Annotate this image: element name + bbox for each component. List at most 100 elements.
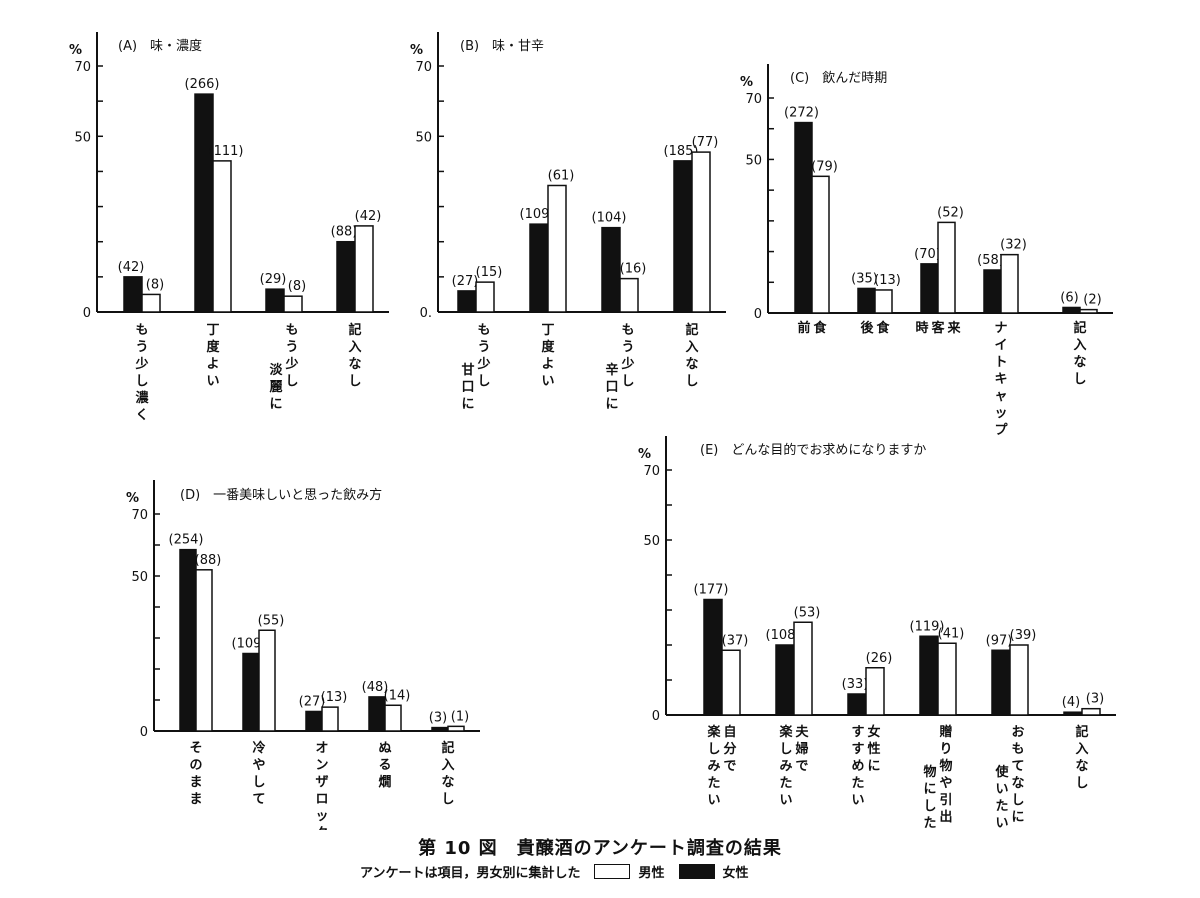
bar-count-label: (88) — [195, 553, 222, 568]
bar-count-label: (3) — [1086, 692, 1104, 707]
bar-count-label: (14) — [384, 688, 411, 703]
bar-female — [123, 276, 143, 313]
bar-male — [1081, 707, 1101, 716]
bar-male — [874, 289, 893, 314]
bar-male — [937, 221, 956, 314]
chart-title: (E) どんな目的でお求めになりますか — [700, 442, 926, 458]
bar-count-label: (55) — [258, 613, 285, 628]
category-label: 記入なし — [1073, 320, 1086, 387]
category-label: 自分で — [723, 724, 736, 774]
bar-female — [1063, 711, 1083, 716]
bar-female — [673, 160, 693, 313]
y-tick-label: 50 — [131, 570, 148, 585]
category-label: 甘口に — [461, 362, 474, 412]
bar-male — [1079, 308, 1098, 314]
bar-count-label: (8) — [146, 277, 164, 292]
bar-female — [265, 288, 285, 313]
bar-count-label: (61) — [548, 168, 575, 183]
bar-female — [431, 726, 449, 732]
y-unit-label: % — [410, 43, 423, 58]
bar-count-label: (70) — [914, 247, 941, 262]
bar-count-label: (13) — [321, 690, 348, 705]
legend-label-female: 女性 — [722, 866, 749, 881]
legend-item-male: 男性 — [594, 862, 665, 881]
bar-female — [457, 290, 477, 313]
bar-female — [920, 263, 939, 314]
bar-count-label: (13) — [874, 273, 901, 288]
bar-female — [857, 287, 876, 314]
figure-note: アンケートは項目，男女別に集計した — [360, 866, 581, 881]
y-tick-label: 70 — [643, 464, 660, 479]
bar-female — [983, 269, 1002, 314]
category-label: 夫婦で — [794, 724, 809, 774]
category-label: 記入なし — [441, 740, 454, 807]
chart-title: (A) 味・濃度 — [118, 38, 202, 54]
bar-count-label: (16) — [620, 262, 647, 277]
bar-count-label: (37) — [722, 633, 749, 648]
y-tick-label: 50 — [74, 130, 91, 145]
bar-count-label: (108) — [766, 628, 801, 643]
bar-female — [305, 710, 323, 732]
bar-male — [691, 151, 711, 313]
category-label: もう少し — [476, 323, 490, 389]
y-tick-label: 70 — [131, 508, 148, 523]
bar-count-label: (41) — [938, 626, 965, 641]
y-tick-label: 0 — [140, 725, 148, 740]
category-label: 後 — [860, 320, 874, 336]
category-label: 食 — [876, 320, 890, 336]
bar-count-label: (104) — [592, 211, 627, 226]
category-label: おもてなしに — [1011, 725, 1024, 825]
bar-male — [354, 225, 374, 313]
bar-count-label: (58) — [977, 253, 1004, 268]
category-label: 記入なし — [1075, 724, 1088, 791]
bar-count-label: (254) — [169, 533, 204, 548]
y-unit-label: % — [740, 75, 753, 90]
category-label: 食 — [813, 320, 827, 336]
bar-count-label: (52) — [937, 205, 964, 220]
bar-female — [775, 644, 795, 716]
bar-count-label: (42) — [355, 209, 382, 224]
legend-swatch-female — [678, 864, 715, 879]
bar-female — [529, 223, 549, 313]
chart-title: (C) 飲んだ時期 — [790, 70, 887, 86]
bar-female — [179, 548, 197, 732]
bar-count-label: (3) — [429, 711, 447, 726]
bar-count-label: (32) — [1000, 238, 1027, 253]
y-tick-label: 0 — [754, 307, 762, 322]
category-label: 辛口に — [605, 362, 618, 412]
bar-male — [619, 277, 639, 313]
bar-count-label: (2) — [1083, 293, 1101, 308]
category-label: 楽しみたい — [706, 724, 721, 808]
bar-male — [793, 621, 813, 716]
category-label: 時 — [915, 320, 928, 336]
bar-male — [212, 160, 232, 313]
category-label: 前 — [797, 320, 810, 336]
bar-count-label: (88) — [331, 225, 358, 240]
bar-count-label: (35) — [851, 271, 878, 286]
bar-male — [283, 295, 303, 313]
y-unit-label: % — [638, 447, 651, 462]
bar-count-label: (27) — [299, 694, 326, 709]
category-label: ナイトキャップ — [994, 321, 1008, 438]
chart-d: (D) 一番美味しいと思った飲み方% 0 50 70 (254) (88) そのまま (109… — [126, 480, 480, 841]
bar-female — [847, 693, 867, 716]
bar-male — [141, 293, 161, 313]
bar-male — [1009, 644, 1029, 716]
y-tick-label: 50 — [415, 130, 432, 145]
category-label: 女性に — [867, 724, 880, 774]
category-label: 記入なし — [685, 322, 698, 389]
bar-count-label: (119) — [910, 619, 945, 634]
legend-label-male: 男性 — [638, 866, 665, 881]
category-label: オンザロック — [315, 741, 328, 830]
bar-count-label: (39) — [1010, 628, 1037, 643]
bar-count-label: (111) — [209, 144, 244, 159]
bar-count-label: (266) — [185, 77, 220, 92]
bar-male — [937, 642, 957, 716]
category-label: 客 — [931, 320, 945, 336]
bar-male — [258, 629, 276, 732]
bar-count-label: (77) — [692, 135, 719, 150]
chart-e: (E) どんな目的でお求めになりますか%05070(177)(37)自分で楽しみ… — [638, 436, 1116, 848]
bar-count-label: (8) — [288, 279, 306, 294]
